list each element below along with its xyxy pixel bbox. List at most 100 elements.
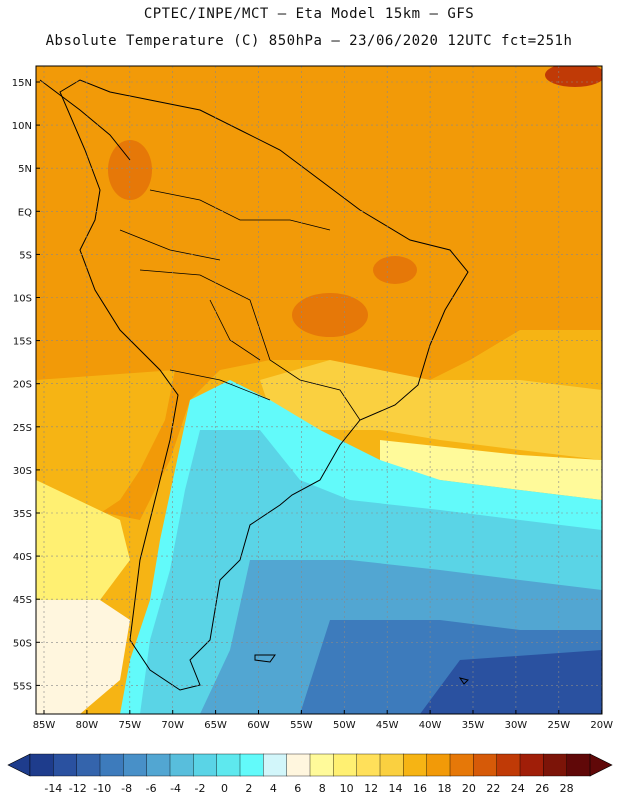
south-georgia xyxy=(458,677,469,685)
colorbar-label: 12 xyxy=(364,782,378,795)
lat-label: 15S xyxy=(13,337,32,348)
lon-label: 60W xyxy=(247,720,270,731)
warmer-zone xyxy=(36,66,602,520)
colorbar-swatch xyxy=(496,753,521,777)
map-frame xyxy=(35,65,603,715)
south-america-coastline xyxy=(59,79,469,691)
lon-label: 40W xyxy=(419,720,442,731)
lat-label: 5S xyxy=(19,250,32,261)
warm-spot-brazil xyxy=(292,293,368,337)
lat-label: EQ xyxy=(18,207,32,218)
lon-label: 45W xyxy=(376,720,399,731)
longitude-labels: 85W 80W 75W 70W 65W 60W 55W 50W 45W 40W 35W 30W 25W 2… xyxy=(33,710,613,731)
lon-label: 55W xyxy=(290,720,313,731)
colorbar-swatch xyxy=(53,753,78,777)
colorbar-swatch xyxy=(426,753,451,777)
yellow-east-zone xyxy=(260,360,602,460)
colorbar-swatch xyxy=(403,753,428,777)
lon-label: 35W xyxy=(462,720,485,731)
colorbar-swatch xyxy=(449,753,475,777)
warm-spot-ne-brazil xyxy=(373,256,417,284)
lat-label: 25S xyxy=(13,423,32,434)
lon-label: 70W xyxy=(161,720,184,731)
colorbar-label: -12 xyxy=(69,782,87,795)
colorbar-swatch xyxy=(99,753,125,777)
colorbar-label: 22 xyxy=(486,782,500,795)
colorbar-label: 16 xyxy=(413,782,427,795)
colorbar-label: -14 xyxy=(44,782,62,795)
title-line-1: CPTEC/INPE/MCT – Eta Model 15km – GFS xyxy=(143,6,475,22)
lat-label: 40S xyxy=(13,552,32,563)
warm-spot-ne-corner xyxy=(545,66,602,87)
colorbar-low-arrow xyxy=(7,753,31,777)
lat-label: 30S xyxy=(13,466,32,477)
colorbar-swatch xyxy=(286,753,311,777)
colorbar-label: 10 xyxy=(340,782,354,795)
coldest-zone xyxy=(420,650,602,714)
colorbar-swatch xyxy=(29,753,55,777)
lat-label: 45S xyxy=(13,595,32,606)
northern-borders xyxy=(119,189,331,261)
lon-label: 65W xyxy=(204,720,227,731)
colorbar-label: 0 xyxy=(221,782,228,795)
lat-label: 5N xyxy=(18,164,32,175)
lat-label: 20S xyxy=(13,380,32,391)
lat-label: 35S xyxy=(13,509,32,520)
colorbar-label: -8 xyxy=(121,782,132,795)
colorbar-swatch xyxy=(309,753,335,777)
graticule xyxy=(36,66,602,714)
colorbar-label: -10 xyxy=(93,782,111,795)
colorbar-labels: -14 -12 -10 -8 -6 -4 -2 0 2 4 6 8 10 12 14 16 18 20 22 24 26… xyxy=(44,782,573,795)
colorbar-swatch xyxy=(379,753,405,777)
lon-label: 85W xyxy=(33,720,56,731)
lon-label: 20W xyxy=(590,720,613,731)
colorbar-swatch xyxy=(123,753,148,777)
colorbar-label: 14 xyxy=(389,782,403,795)
colorbar-label: 8 xyxy=(319,782,326,795)
colorbar-swatch xyxy=(146,753,171,777)
lon-label: 80W xyxy=(76,720,99,731)
title-line-2: Absolute Temperature (C) 850hPa – 23/06/… xyxy=(45,33,573,49)
colorbar-label: 2 xyxy=(245,782,252,795)
colorbar-swatch xyxy=(193,753,218,777)
country-borders xyxy=(139,269,361,421)
colorbar-swatch xyxy=(169,753,195,777)
colorbar-swatch xyxy=(76,753,101,777)
latitude-labels: 15N 10N 5N EQ 5S 10S 15S 20S 25S 30S 35S 40S 45S 50S 5… xyxy=(12,78,40,692)
colorbar-label: 18 xyxy=(437,782,451,795)
colorbar-swatch xyxy=(263,753,288,777)
lat-label: 55S xyxy=(13,681,32,692)
lat-label: 15N xyxy=(12,78,32,89)
lon-label: 30W xyxy=(505,720,528,731)
lon-label: 75W xyxy=(118,720,141,731)
colorbar-label: -6 xyxy=(146,782,157,795)
colorbar xyxy=(7,753,613,777)
colorbar-label: -2 xyxy=(195,782,206,795)
colorbar-high-arrow xyxy=(589,753,613,777)
mid-west-zone xyxy=(36,370,175,520)
colorbar-label: 24 xyxy=(511,782,525,795)
lat-label: 10N xyxy=(12,121,32,132)
colorbar-swatch xyxy=(519,753,545,777)
lat-label: 10S xyxy=(13,294,32,305)
colorbar-swatch xyxy=(239,753,265,777)
colorbar-label: 4 xyxy=(270,782,277,795)
lon-label: 25W xyxy=(547,720,570,731)
colorbar-swatch xyxy=(216,753,241,777)
colorbar-label: -4 xyxy=(170,782,181,795)
colorbar-label: 6 xyxy=(294,782,301,795)
colorbar-label: 26 xyxy=(535,782,549,795)
colorbar-swatch xyxy=(356,753,381,777)
colorbar-label: 20 xyxy=(462,782,476,795)
colorbar-label: 28 xyxy=(560,782,574,795)
falkland-islands xyxy=(254,654,276,663)
colorbar-swatch xyxy=(543,753,568,777)
colorbar-swatch xyxy=(473,753,498,777)
warm-spot-colombia xyxy=(108,140,152,200)
lat-label: 50S xyxy=(13,638,32,649)
lon-label: 50W xyxy=(333,720,356,731)
central-america-coastline xyxy=(39,79,131,161)
colorbar-swatch xyxy=(333,753,358,777)
colorbar-swatch xyxy=(566,753,591,777)
